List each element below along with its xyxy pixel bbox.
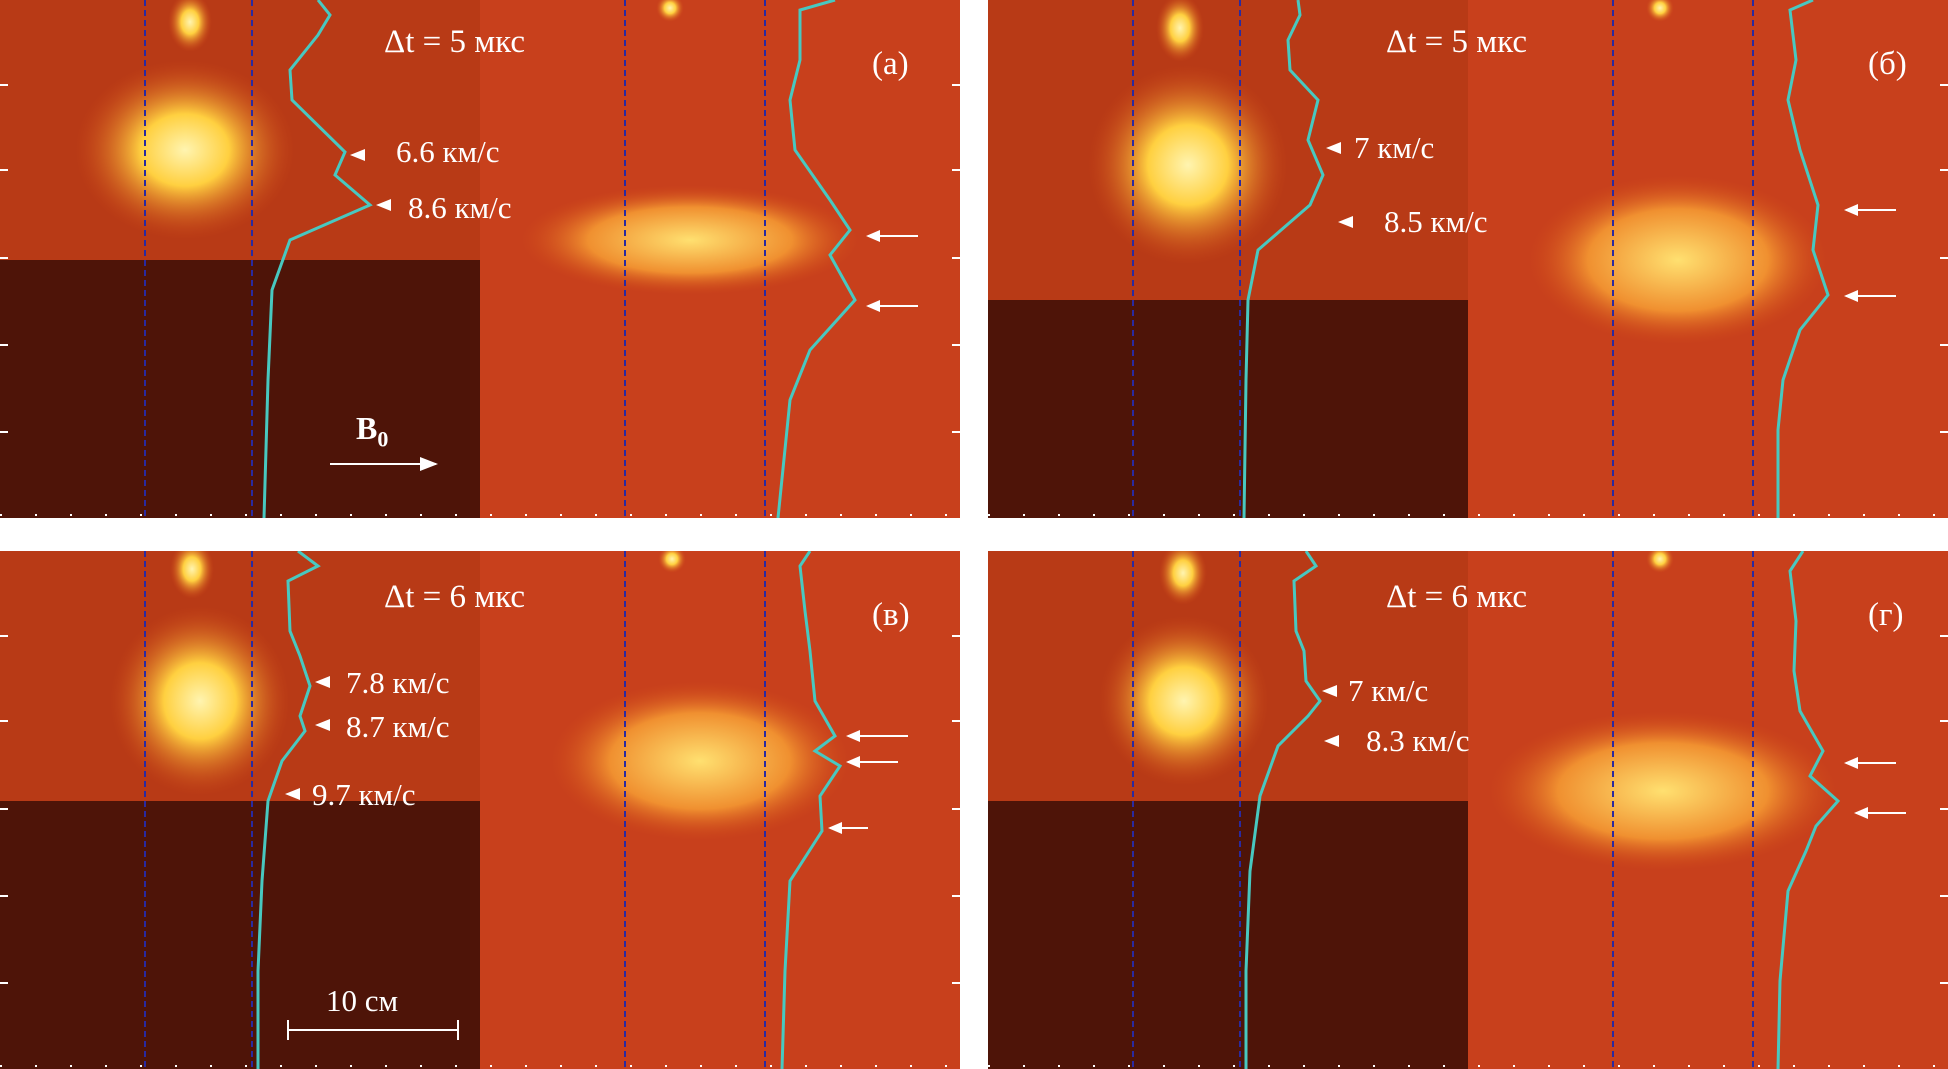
arrow-marker	[315, 676, 330, 688]
velocity-label: 6.6 км/с	[396, 134, 500, 169]
delta-t-label: Δt = 5 мкс	[384, 24, 525, 60]
panel-letter: (г)	[1868, 597, 1904, 633]
arrow-marker	[285, 788, 300, 800]
profile-curve	[1776, 551, 1841, 1069]
plasma-plume	[1099, 616, 1269, 786]
velocity-label: 7.8 км/с	[346, 665, 450, 700]
source-spot	[168, 0, 212, 52]
arrow-marker	[1844, 290, 1858, 302]
profile-curve	[1776, 0, 1830, 518]
profile-curve	[256, 551, 321, 1069]
arrow-marker	[846, 730, 860, 742]
panel-letter: (в)	[872, 597, 910, 633]
arrow-marker	[1324, 735, 1339, 747]
arrow-marker	[1844, 204, 1858, 216]
source-spot	[1159, 551, 1207, 605]
panel-b-image	[988, 0, 1948, 518]
arrow-marker	[350, 149, 365, 161]
plasma-plume	[75, 60, 295, 240]
plasma-plume-side	[550, 681, 850, 841]
arrow-marker	[866, 230, 880, 242]
profile-curve	[776, 0, 857, 518]
magnetic-field-label: B0	[356, 410, 389, 452]
arrow-marker	[376, 199, 391, 211]
delta-t-label: Δt = 5 мкс	[1386, 24, 1527, 60]
arrow-marker	[828, 822, 842, 834]
panel-c: Δt = 6 мкс (в) 7.8 км/с 8.7 км/с 9.7 км/…	[0, 551, 960, 1069]
arrow-marker	[1322, 685, 1337, 697]
panel-b: Δt = 5 мкс (б) 7 км/с 8.5 км/с	[988, 0, 1948, 518]
arrow-marker	[1326, 142, 1341, 154]
arrow-marker	[1338, 216, 1353, 228]
panel-d: Δt = 6 мкс (г) 7 км/с 8.3 км/с	[988, 551, 1948, 1069]
profile-curve	[1242, 0, 1325, 518]
velocity-label: 9.7 км/с	[312, 777, 416, 812]
plasma-plume-side	[1488, 711, 1838, 871]
velocity-label: 8.6 км/с	[408, 190, 512, 225]
arrow-marker	[1854, 807, 1868, 819]
source-spot	[1156, 0, 1204, 62]
profile-curve	[1244, 551, 1322, 1069]
velocity-label: 7 км/с	[1354, 130, 1435, 165]
source-spot	[170, 551, 214, 599]
plasma-plume	[1088, 65, 1288, 265]
velocity-label: 7 км/с	[1348, 673, 1429, 708]
panel-letter: (б)	[1868, 46, 1907, 82]
profile-curve	[262, 0, 373, 518]
velocity-label: 8.7 км/с	[346, 709, 450, 744]
arrow-marker	[846, 756, 860, 768]
plasma-plume-side	[1528, 175, 1828, 345]
velocity-label: 8.3 км/с	[1366, 723, 1470, 758]
panel-c-image	[0, 551, 960, 1069]
arrow-marker	[1844, 757, 1858, 769]
panel-a: Δt = 5 мкс (а) 6.6 км/с 8.6 км/с B0	[0, 0, 960, 518]
panel-d-image	[988, 551, 1948, 1069]
profile-curve	[780, 551, 843, 1069]
arrow-marker	[866, 300, 880, 312]
panel-a-image	[0, 0, 960, 518]
velocity-label: 8.5 км/с	[1384, 204, 1488, 239]
panel-letter: (а)	[872, 46, 909, 82]
arrow-marker	[315, 719, 330, 731]
plasma-plume	[110, 606, 290, 796]
scale-bar-label: 10 см	[326, 983, 399, 1018]
delta-t-label: Δt = 6 мкс	[384, 579, 525, 615]
plasma-plume-side	[520, 185, 860, 295]
delta-t-label: Δt = 6 мкс	[1386, 579, 1527, 615]
